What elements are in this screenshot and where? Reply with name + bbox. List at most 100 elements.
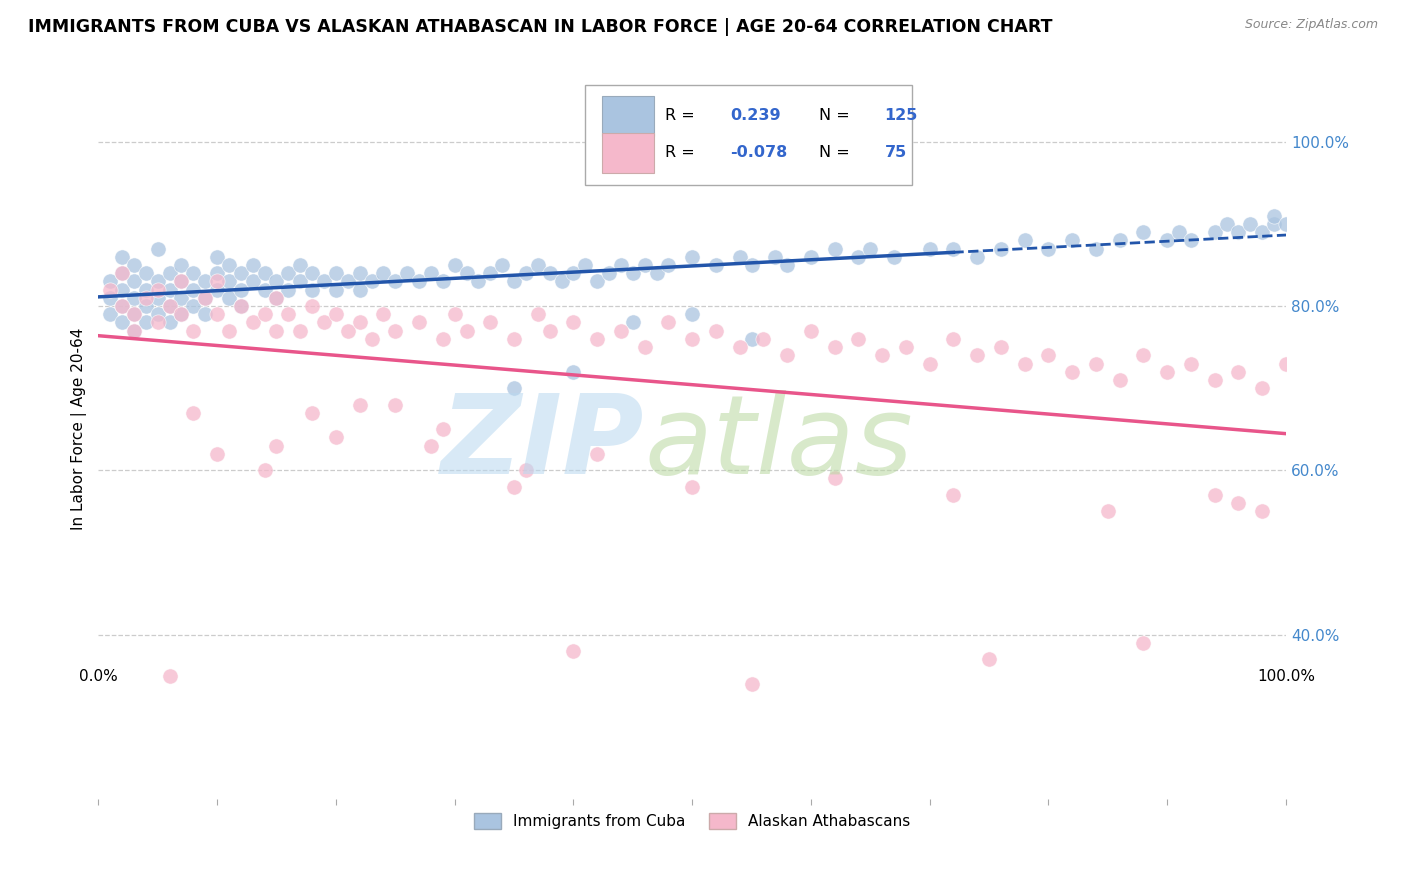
Point xyxy=(360,274,382,288)
Point xyxy=(479,266,502,280)
Point xyxy=(325,307,347,321)
Point xyxy=(657,315,679,329)
Point xyxy=(610,324,633,338)
Point xyxy=(360,332,382,346)
Point xyxy=(479,315,502,329)
Point xyxy=(491,258,513,272)
Point xyxy=(728,250,751,264)
Point xyxy=(253,266,276,280)
Point xyxy=(325,430,347,444)
Point xyxy=(349,283,371,297)
Point xyxy=(384,274,406,288)
Point xyxy=(1204,225,1226,239)
Point xyxy=(752,332,775,346)
Point xyxy=(776,348,799,362)
Point xyxy=(408,274,430,288)
Point xyxy=(146,315,169,329)
Point xyxy=(633,258,655,272)
Point xyxy=(98,274,121,288)
Point xyxy=(349,315,371,329)
Point xyxy=(586,447,609,461)
Point xyxy=(253,307,276,321)
Point xyxy=(170,307,193,321)
Point xyxy=(266,439,288,453)
Point xyxy=(432,274,454,288)
Point xyxy=(1014,233,1036,247)
Point xyxy=(205,250,228,264)
Point xyxy=(645,266,668,280)
Point xyxy=(621,315,644,329)
Point xyxy=(194,291,217,305)
Point xyxy=(122,274,145,288)
Text: 0.0%: 0.0% xyxy=(79,670,118,684)
Point xyxy=(325,266,347,280)
Point xyxy=(942,242,965,256)
Point xyxy=(159,315,181,329)
Point xyxy=(741,332,763,346)
Point xyxy=(598,266,620,280)
Point xyxy=(111,266,134,280)
Point xyxy=(942,488,965,502)
Point xyxy=(1239,217,1261,231)
Point xyxy=(122,324,145,338)
FancyBboxPatch shape xyxy=(602,133,654,173)
Point xyxy=(574,258,596,272)
Point xyxy=(135,315,157,329)
Point xyxy=(763,250,786,264)
Point xyxy=(242,274,264,288)
Point xyxy=(159,668,181,682)
Point xyxy=(942,332,965,346)
Point xyxy=(515,463,537,477)
Point xyxy=(1108,233,1130,247)
Point xyxy=(111,315,134,329)
Point xyxy=(218,324,240,338)
Point xyxy=(229,299,252,313)
Point xyxy=(146,307,169,321)
Point xyxy=(408,315,430,329)
Text: N =: N = xyxy=(820,108,851,123)
FancyBboxPatch shape xyxy=(585,86,912,186)
Point xyxy=(704,324,727,338)
Point xyxy=(122,307,145,321)
Point xyxy=(824,471,846,485)
Point xyxy=(538,324,561,338)
Point xyxy=(538,266,561,280)
Point xyxy=(550,274,572,288)
Point xyxy=(183,299,205,313)
Point xyxy=(503,381,526,395)
Point xyxy=(135,266,157,280)
Point xyxy=(467,274,489,288)
Point xyxy=(894,340,917,354)
Point xyxy=(111,299,134,313)
Point xyxy=(1215,217,1237,231)
Text: 75: 75 xyxy=(884,145,907,161)
Point xyxy=(98,291,121,305)
Text: 0.239: 0.239 xyxy=(730,108,780,123)
Point xyxy=(681,480,703,494)
Point xyxy=(205,447,228,461)
Point xyxy=(443,258,465,272)
Point xyxy=(277,283,299,297)
Text: R =: R = xyxy=(665,145,695,161)
Point xyxy=(396,266,419,280)
Point xyxy=(1156,233,1178,247)
Point xyxy=(800,324,823,338)
Point xyxy=(1097,504,1119,518)
Point xyxy=(194,291,217,305)
Point xyxy=(1168,225,1191,239)
Point xyxy=(443,307,465,321)
Point xyxy=(218,258,240,272)
Point xyxy=(681,250,703,264)
Point xyxy=(824,340,846,354)
Point xyxy=(1204,488,1226,502)
Point xyxy=(1275,217,1298,231)
Point xyxy=(728,340,751,354)
Point xyxy=(432,422,454,436)
Point xyxy=(515,266,537,280)
Point xyxy=(1038,348,1060,362)
Point xyxy=(266,324,288,338)
Point xyxy=(146,291,169,305)
Point xyxy=(205,266,228,280)
Point xyxy=(98,307,121,321)
Point xyxy=(277,307,299,321)
